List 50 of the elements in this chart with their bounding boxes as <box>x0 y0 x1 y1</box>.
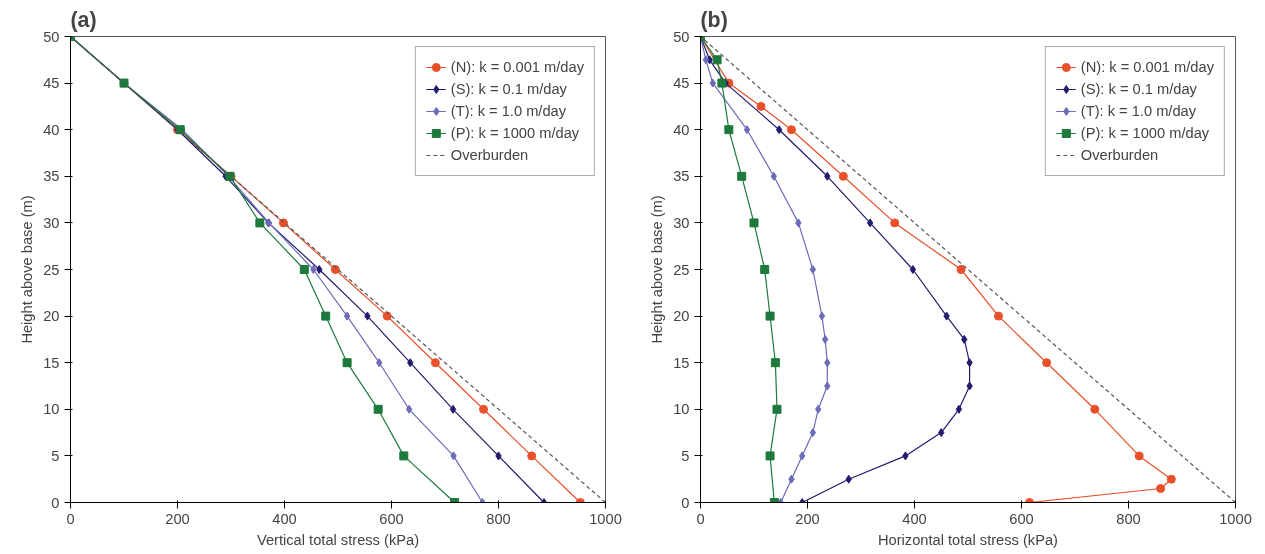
y-tick-label: 40 <box>673 121 690 138</box>
legend-label: (P): k = 1000 m/day <box>1080 125 1210 141</box>
y-tick-label: 50 <box>673 28 690 45</box>
y-tick-label: 25 <box>43 261 60 278</box>
y-tick-label: 45 <box>43 75 60 92</box>
x-tick-label: 400 <box>272 510 297 527</box>
y-tick-label: 20 <box>673 308 690 325</box>
y-tick-label: 30 <box>43 214 60 231</box>
y-tick-label: 10 <box>43 401 60 418</box>
y-tick-label: 40 <box>43 121 60 138</box>
legend-label: Overburden <box>1080 147 1159 163</box>
x-tick-label: 200 <box>165 510 190 527</box>
legend-label: (S): k = 0.1 m/day <box>450 81 567 97</box>
legend-label: (N): k = 0.001 m/day <box>450 59 584 75</box>
y-tick-label: 25 <box>673 261 690 278</box>
y-axis-title: Height above base (m) <box>649 195 666 344</box>
legend-label: (T): k = 1.0 m/day <box>450 103 567 119</box>
y-tick-label: 5 <box>51 447 60 464</box>
y-tick-label: 10 <box>673 401 690 418</box>
legend-label: (N): k = 0.001 m/day <box>1080 59 1214 75</box>
y-tick-label: 0 <box>51 494 60 511</box>
x-tick-label: 1000 <box>589 510 622 527</box>
x-tick-label: 0 <box>696 510 705 527</box>
x-tick-label: 200 <box>795 510 820 527</box>
y-tick-label: 15 <box>43 354 60 371</box>
y-tick-label: 5 <box>681 447 690 464</box>
chart-title: (b) <box>700 7 728 32</box>
x-tick-label: 600 <box>379 510 404 527</box>
y-tick-label: 20 <box>43 308 60 325</box>
y-tick-label: 15 <box>673 354 690 371</box>
y-tick-label: 45 <box>673 75 690 92</box>
x-tick-label: 600 <box>1009 510 1034 527</box>
y-tick-label: 0 <box>681 494 690 511</box>
x-tick-label: 400 <box>902 510 927 527</box>
x-tick-label: 0 <box>66 510 75 527</box>
y-tick-label: 35 <box>43 168 60 185</box>
x-tick-label: 1000 <box>1219 510 1252 527</box>
y-axis-title: Height above base (m) <box>19 195 36 344</box>
x-tick-label: 800 <box>486 510 511 527</box>
y-tick-label: 35 <box>673 168 690 185</box>
x-tick-label: 800 <box>1116 510 1141 527</box>
legend-label: (P): k = 1000 m/day <box>450 125 580 141</box>
chart-title: (a) <box>70 7 97 32</box>
y-tick-label: 30 <box>673 214 690 231</box>
legend-label: (T): k = 1.0 m/day <box>1080 103 1197 119</box>
x-axis-title: Horizontal total stress (kPa) <box>878 531 1059 548</box>
y-tick-label: 50 <box>43 28 60 45</box>
x-axis-title: Vertical total stress (kPa) <box>256 531 420 548</box>
legend-label: Overburden <box>450 147 529 163</box>
legend-label: (S): k = 0.1 m/day <box>1080 81 1197 97</box>
